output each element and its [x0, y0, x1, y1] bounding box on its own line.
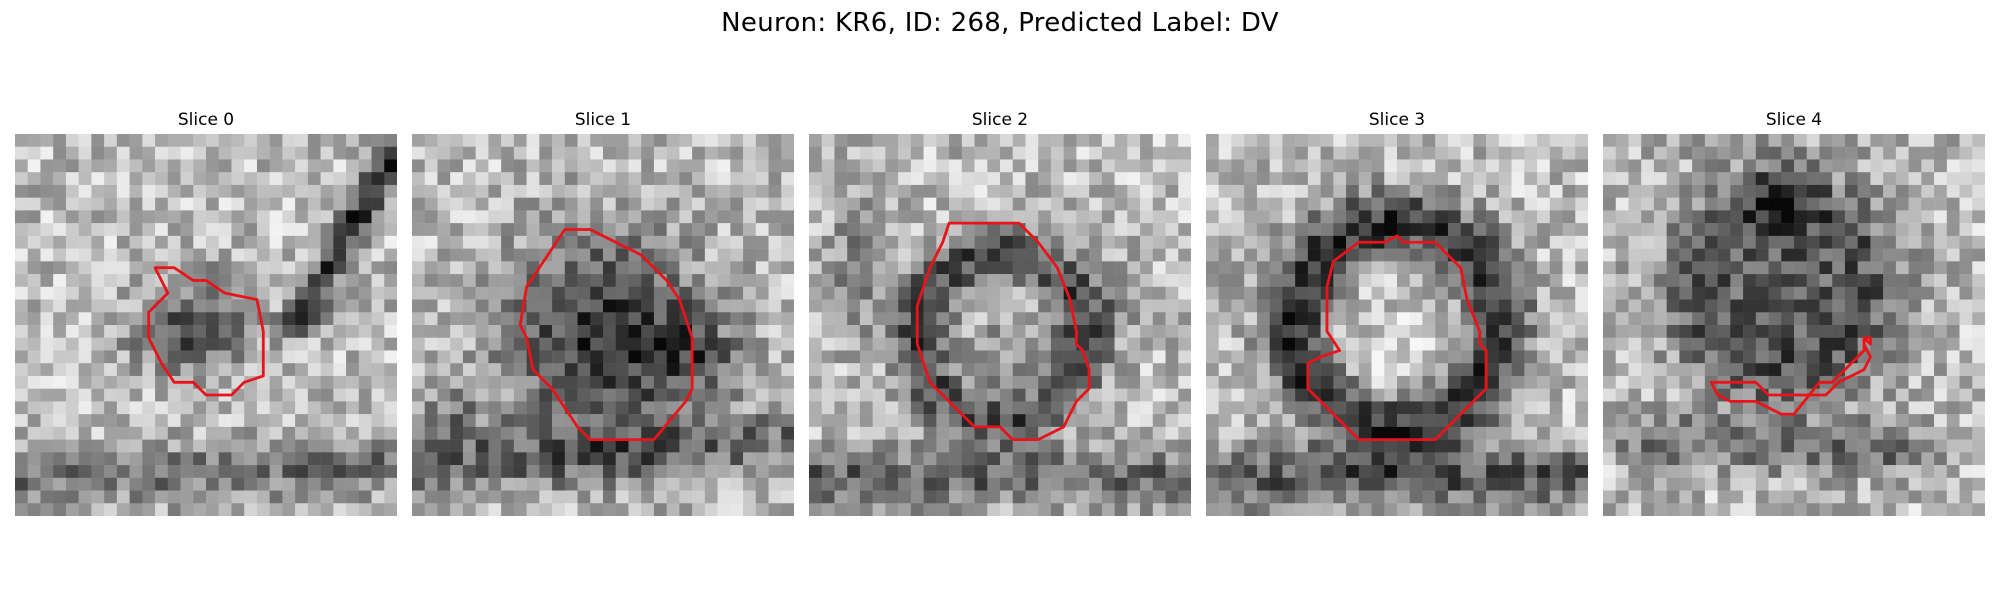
- segmentation-contour: [518, 228, 694, 442]
- slice-image: [1603, 134, 1985, 516]
- segmentation-contour: [147, 266, 265, 397]
- slice-image: [15, 134, 397, 516]
- slice-image: [809, 134, 1191, 516]
- slice-title: Slice 3: [1368, 110, 1426, 130]
- segmentation-contour: [1709, 336, 1872, 416]
- figure-title: Neuron: KR6, ID: 268, Predicted Label: D…: [721, 8, 1279, 38]
- slice-image: [1206, 134, 1588, 516]
- segmentation-contour: [1306, 234, 1488, 442]
- slice-title: Slice 2: [971, 110, 1029, 130]
- slice-title: Slice 1: [574, 110, 632, 130]
- segmentation-contour: [915, 221, 1091, 442]
- slice-image: [412, 134, 794, 516]
- slice-title: Slice 4: [1765, 110, 1823, 130]
- slice-title: Slice 0: [177, 110, 235, 130]
